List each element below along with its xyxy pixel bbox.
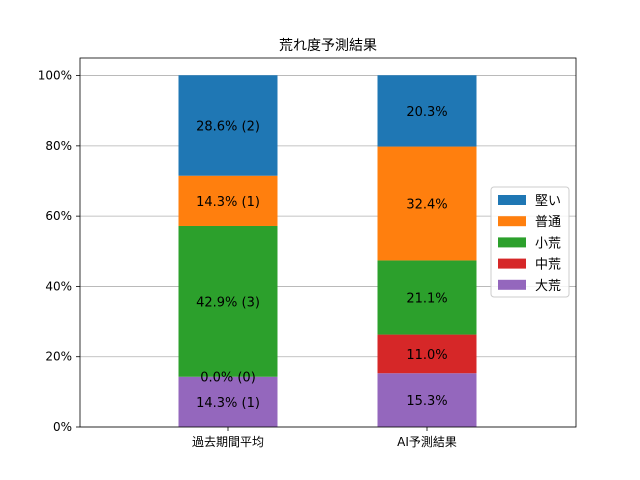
bar-segment (178, 75, 278, 176)
y-tick-label: 0% (53, 420, 72, 434)
bar-segment (178, 376, 278, 427)
legend-swatch (498, 258, 526, 269)
chart-title: 荒れ度予測結果 (279, 38, 377, 54)
y-tick-label: 100% (38, 69, 72, 83)
x-tick-label: AI予測結果 (397, 435, 457, 449)
data-label: 42.9% (3) (196, 295, 260, 310)
data-label: 14.3% (1) (196, 195, 260, 210)
data-labels-layer: 14.3% (1) 0.0% (0) 42.9% (3) 14.3% (1) 28.6%… (196, 105, 448, 411)
bar-segment (377, 146, 477, 261)
bar-segment (178, 175, 278, 226)
bar-segment (377, 260, 477, 335)
bar-segment (377, 373, 477, 427)
legend-swatch (498, 195, 526, 205)
data-label: 32.4% (406, 197, 447, 212)
bars-layer (178, 75, 477, 427)
data-label: 15.3% (406, 394, 447, 409)
y-tick-label: 80% (45, 139, 72, 153)
y-tick-label: 60% (45, 209, 72, 223)
plot-frame (79, 57, 577, 428)
y-tick-label: 40% (45, 279, 72, 293)
legend-swatch (498, 279, 526, 290)
data-label: 11.0% (406, 348, 447, 363)
legend-label: 小荒 (535, 236, 561, 251)
legend-label: 大荒 (535, 279, 561, 294)
x-tick-label: 過去期間平均 (192, 435, 264, 449)
y-tick-label: 20% (45, 350, 72, 364)
data-label: 14.3% (1) (196, 396, 260, 411)
axes-layer: 0% 20% 40% 60% 80% 100% 過去期間平均 AI予測結果 (38, 57, 577, 449)
bar-segment (178, 225, 278, 377)
legend-swatch (498, 216, 526, 227)
legend-label: 中荒 (535, 258, 561, 273)
data-label: 28.6% (2) (196, 119, 260, 134)
legend-label: 普通 (535, 215, 561, 230)
data-label: 20.3% (406, 105, 447, 120)
legend-box (490, 186, 570, 298)
bar-segment (377, 334, 477, 374)
bar-segment (377, 75, 477, 147)
legend-label: 堅い (535, 194, 561, 209)
data-label: 21.1% (406, 291, 447, 306)
data-label: 0.0% (0) (200, 371, 256, 386)
legend-swatch (498, 237, 526, 248)
